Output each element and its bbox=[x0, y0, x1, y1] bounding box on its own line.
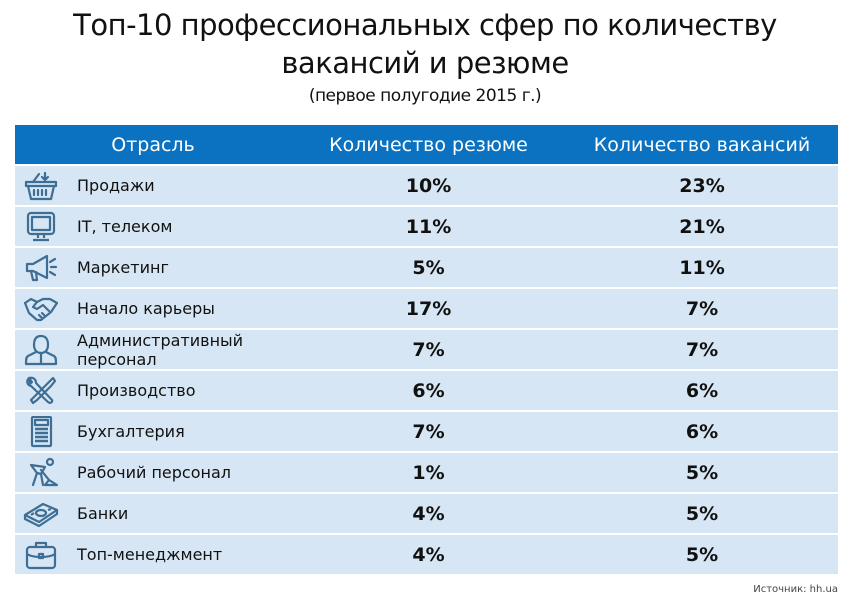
megaphone-icon bbox=[15, 248, 67, 287]
vacancies-value: 7% bbox=[685, 338, 719, 361]
resumes-value: 7% bbox=[412, 420, 445, 443]
industry-name: Производство bbox=[77, 381, 196, 400]
monitor-icon bbox=[15, 207, 67, 246]
resumes-value: 10% bbox=[405, 174, 452, 197]
shopping-basket-icon bbox=[15, 166, 67, 205]
table-row: Топ-менеджмент 4% 5% bbox=[15, 535, 838, 574]
table-row: Бухгалтерия 7% 6% bbox=[15, 412, 838, 451]
vacancies-value: 6% bbox=[685, 420, 719, 443]
table-row: Банки 4% 5% bbox=[15, 494, 838, 533]
resumes-value: 5% bbox=[412, 256, 445, 279]
vacancies-value: 5% bbox=[685, 461, 719, 484]
industry-name: Маркетинг bbox=[77, 258, 169, 277]
wrench-screwdriver-icon bbox=[15, 371, 67, 410]
vacancies-value: 11% bbox=[679, 256, 725, 279]
table-row: Продажи 10% 23% bbox=[15, 166, 838, 205]
table-row: Начало карьеры 17% 7% bbox=[15, 289, 838, 328]
vacancies-value: 6% bbox=[685, 379, 719, 402]
header-industry: Отрасль bbox=[111, 133, 195, 156]
industry-name: IT, телеком bbox=[77, 217, 173, 236]
resumes-value: 17% bbox=[405, 297, 452, 320]
table-header: Отрасль Количество резюме Количество вак… bbox=[15, 125, 838, 164]
vacancies-value: 5% bbox=[685, 543, 719, 566]
industry-name: Топ-менеджмент bbox=[77, 545, 223, 564]
handshake-icon bbox=[15, 289, 67, 328]
resumes-value: 11% bbox=[405, 215, 452, 238]
calculator-icon bbox=[15, 412, 67, 451]
industry-name: Начало карьеры bbox=[77, 299, 215, 318]
industry-name: Банки bbox=[77, 504, 129, 523]
header-resumes: Количество резюме bbox=[329, 133, 528, 156]
table-row: Маркетинг 5% 11% bbox=[15, 248, 838, 287]
industry-name: Бухгалтерия bbox=[77, 422, 185, 441]
person-icon bbox=[15, 330, 67, 369]
table-row: IT, телеком 11% 21% bbox=[15, 207, 838, 246]
industry-name: Продажи bbox=[77, 176, 155, 195]
industry-name: Административный персонал bbox=[77, 330, 244, 369]
table-row: Рабочий персонал 1% 5% bbox=[15, 453, 838, 492]
data-table: Отрасль Количество резюме Количество вак… bbox=[15, 125, 838, 574]
resumes-value: 1% bbox=[412, 461, 445, 484]
vacancies-value: 7% bbox=[685, 297, 719, 320]
resumes-value: 6% bbox=[412, 379, 445, 402]
page-subtitle: (первое полугодие 2015 г.) bbox=[308, 86, 542, 106]
source-note: Источник: hh.ua bbox=[753, 584, 838, 595]
header-vacancies: Количество вакансий bbox=[593, 133, 811, 156]
vacancies-value: 21% bbox=[679, 215, 725, 238]
briefcase-icon bbox=[15, 535, 67, 574]
vacancies-value: 23% bbox=[679, 174, 725, 197]
page-title-line2: вакансий и резюме bbox=[281, 46, 569, 80]
page-title: Топ-10 профессиональных сфер по количест… bbox=[73, 8, 777, 42]
table-row: Производство 6% 6% bbox=[15, 371, 838, 410]
resumes-value: 4% bbox=[412, 543, 445, 566]
table-row: Административный персонал 7% 7% bbox=[15, 330, 838, 369]
worker-shovel-icon bbox=[15, 453, 67, 492]
resumes-value: 7% bbox=[412, 338, 445, 361]
vacancies-value: 5% bbox=[685, 502, 719, 525]
industry-name: Рабочий персонал bbox=[77, 463, 231, 482]
money-stack-icon bbox=[15, 494, 67, 533]
resumes-value: 4% bbox=[412, 502, 445, 525]
